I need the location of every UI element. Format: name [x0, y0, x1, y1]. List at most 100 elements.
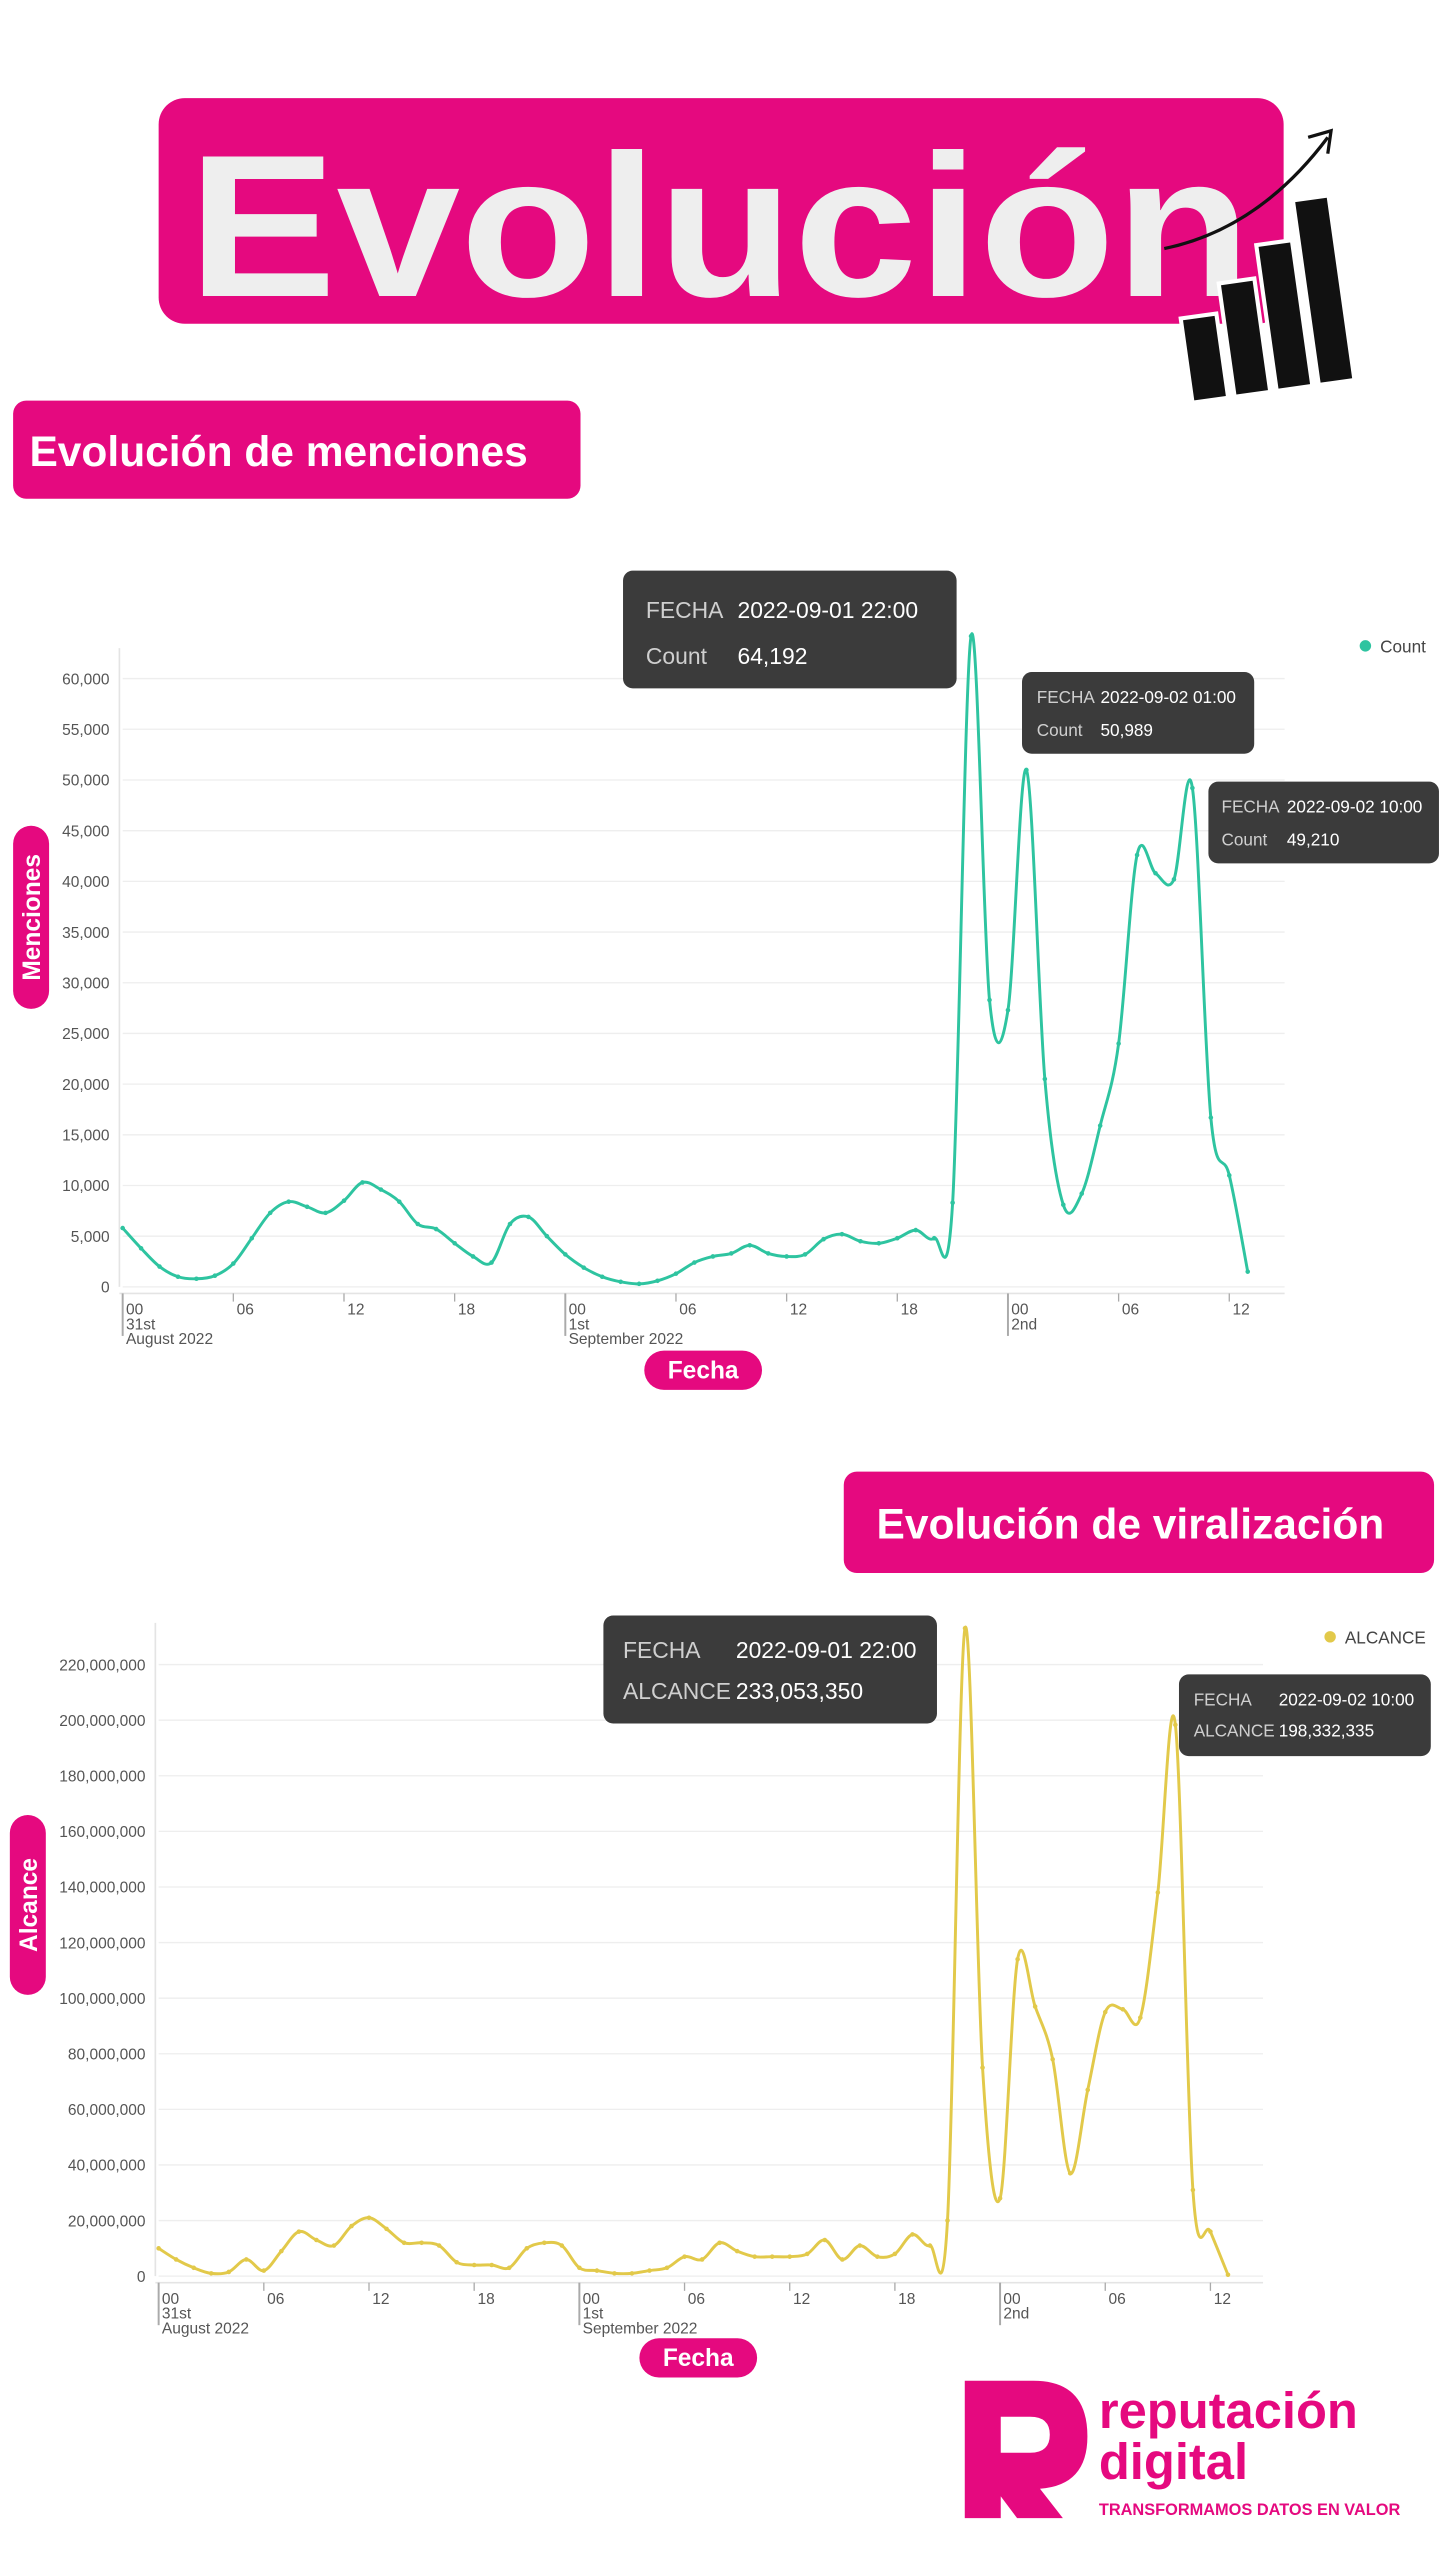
x-tick-label: 18: [477, 2291, 494, 2308]
section-title: Evolución de viralización: [876, 1502, 1384, 1549]
data-point: [895, 1235, 900, 1241]
chart: 0 5,000 10,000 15,000 20,000 25,000 30,000 35,0…: [13, 570, 1439, 1390]
x-label-pill: [639, 2338, 758, 2378]
data-point: [927, 2243, 933, 2248]
tooltip-key: ALCANCE: [1194, 1721, 1275, 1741]
data-point: [945, 2218, 950, 2223]
data-point: [341, 1198, 347, 1203]
y-tick-label: 10,000: [62, 1178, 110, 1195]
data-point: [1226, 1173, 1232, 1178]
data-point: [729, 1251, 734, 1256]
data-point: [1138, 2015, 1143, 2020]
data-point: [249, 1235, 255, 1241]
data-point: [524, 2246, 530, 2251]
data-point: [804, 2251, 810, 2257]
data-point: [968, 633, 974, 639]
data-point: [366, 2215, 372, 2221]
tooltip-value: 2022-09-01 22:00: [736, 1637, 917, 1663]
y-tick-label: 35,000: [62, 925, 110, 942]
data-point: [157, 1264, 162, 1269]
data-point: [226, 2269, 232, 2275]
y-tick-label: 160,000,000: [59, 1824, 146, 1841]
data-point: [1190, 2187, 1196, 2193]
data-point: [987, 997, 992, 1003]
tooltip-key: FECHA: [1037, 687, 1096, 707]
x-axis-label: Fecha: [663, 2345, 734, 2372]
data-point: [747, 1243, 753, 1248]
data-point: [489, 2262, 494, 2268]
data-point: [717, 2240, 722, 2246]
y-tick-label: 120,000,000: [59, 1935, 146, 1952]
x-tick-day: 31st: [162, 2306, 192, 2323]
brand-mark: [964, 2380, 1088, 2519]
data-point: [401, 2240, 407, 2246]
data-point: [286, 1199, 291, 1204]
y-tick-label: 45,000: [62, 823, 110, 840]
data-point: [1005, 1007, 1011, 1013]
x-tick-month: September 2022: [569, 1331, 684, 1348]
data-point: [875, 2254, 880, 2259]
tooltip-key: FECHA: [1221, 797, 1280, 817]
data-point: [647, 2268, 652, 2273]
section-title-bg: [13, 400, 581, 499]
data-point: [454, 2259, 459, 2265]
data-point: [323, 1210, 328, 1216]
data-point: [821, 1236, 826, 1242]
x-tick-day: 2nd: [1011, 1316, 1037, 1333]
header-title: Evolución: [188, 112, 1251, 339]
y-tick-label: 0: [137, 2269, 146, 2286]
data-point: [931, 1235, 937, 1241]
data-point: [962, 1626, 968, 1631]
tooltip-value: 2022-09-02 01:00: [1100, 687, 1235, 707]
x-tick-label: 12: [1214, 2291, 1231, 2308]
data-point: [489, 1260, 494, 1265]
data-point: [1120, 2006, 1126, 2012]
data-point: [175, 1274, 181, 1280]
data-point: [296, 2229, 302, 2234]
data-point: [1245, 1269, 1251, 1274]
data-point: [1116, 1041, 1121, 1046]
data-point: [950, 1200, 955, 1206]
data-point: [1208, 2229, 1213, 2234]
data-point: [664, 2265, 670, 2271]
data-point: [304, 1204, 310, 1210]
data-point: [822, 2237, 828, 2243]
data-point: [506, 2265, 512, 2271]
data-point: [212, 1273, 218, 1279]
data-point: [1024, 767, 1029, 773]
section-title-bg: [843, 1471, 1435, 1574]
data-point: [314, 2237, 319, 2243]
y-label-pill: [9, 1815, 46, 1995]
data-point: [244, 2257, 249, 2262]
data-point: [349, 2223, 354, 2229]
y-tick-label: 60,000: [62, 671, 110, 688]
data-point: [378, 1187, 384, 1192]
data-point: [1050, 2057, 1055, 2062]
y-label-pill: [13, 825, 50, 1009]
x-tick-day: 2nd: [1003, 2306, 1029, 2323]
x-tick-label: 06: [267, 2291, 284, 2308]
data-point: [857, 2243, 863, 2248]
y-tick-label: 5,000: [71, 1229, 110, 1246]
data-point: [1171, 877, 1177, 882]
tooltip-key: Count: [1037, 720, 1083, 740]
data-point: [655, 1278, 660, 1284]
x-tick-label: 12: [790, 1302, 807, 1319]
data-point: [419, 2240, 424, 2246]
x-tick-label: 00: [583, 2291, 601, 2308]
tooltip-key: Count: [646, 643, 708, 669]
legend-swatch: [1324, 1631, 1336, 1643]
y-tick-label: 20,000: [62, 1077, 110, 1094]
x-tick-day: 31st: [126, 1316, 156, 1333]
legend-label: ALCANCE: [1345, 1627, 1426, 1647]
data-point: [138, 1246, 144, 1251]
tooltip-value: 198,332,335: [1279, 1721, 1374, 1741]
data-point: [191, 2265, 196, 2271]
y-tick-label: 40,000: [62, 874, 110, 891]
data-point: [1225, 2272, 1231, 2278]
data-point: [618, 1279, 623, 1285]
brand-name: reputación: [1099, 2382, 1358, 2439]
data-point: [876, 1240, 882, 1246]
y-tick-label: 220,000,000: [59, 1657, 146, 1674]
tooltip-key: FECHA: [623, 1637, 701, 1663]
